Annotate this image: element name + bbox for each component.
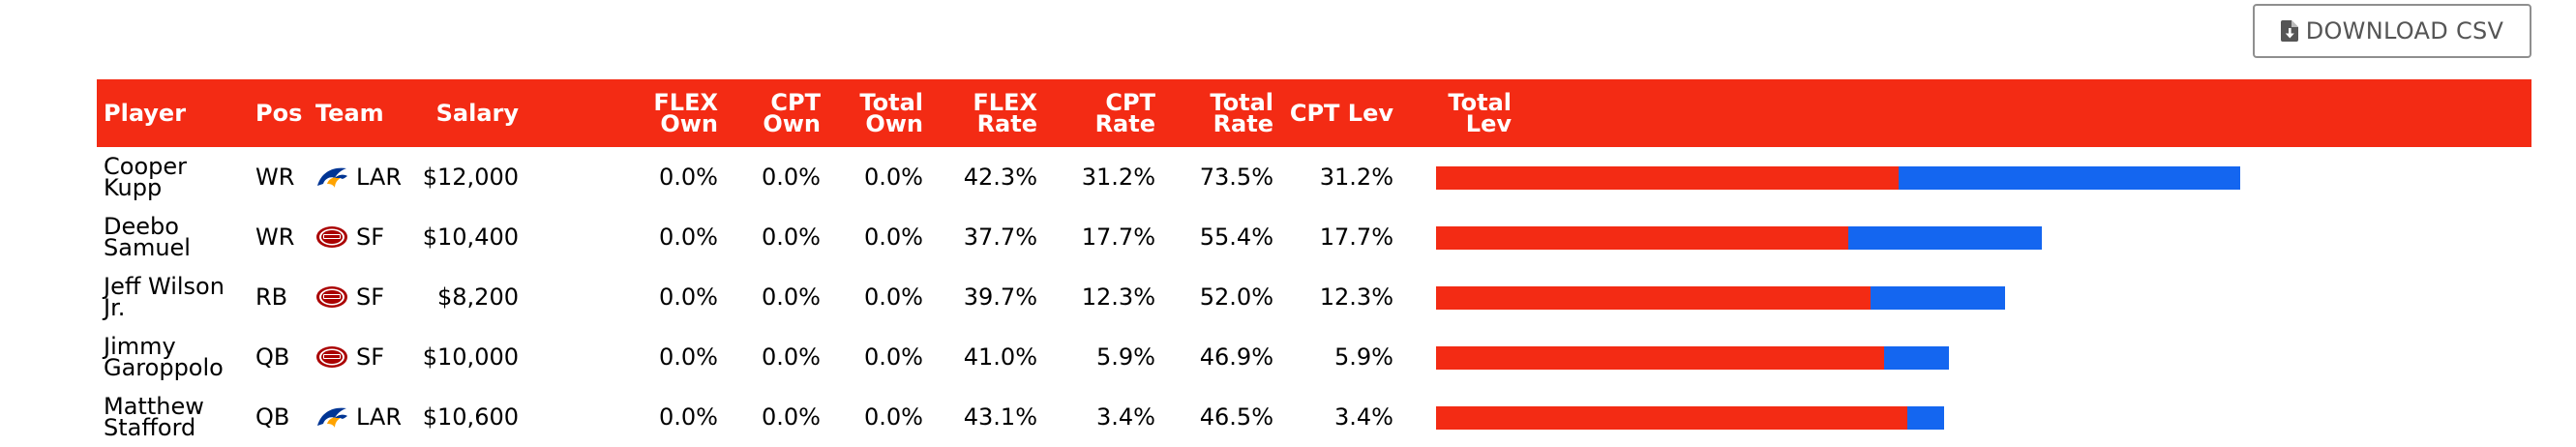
total-rate-cell: 46.5% (1199, 403, 1273, 431)
position-cell: WR (255, 164, 295, 191)
position-cell: QB (255, 343, 290, 371)
cpt-lev-cell: 12.3% (1319, 283, 1393, 311)
total-own-cell: 0.0% (864, 283, 923, 311)
column-header-total-rate[interactable]: Total Rate (1210, 89, 1273, 137)
download-csv-button[interactable]: DOWNLOAD CSV (2253, 4, 2531, 58)
column-header-player[interactable]: Player (104, 100, 187, 127)
download-csv-label: DOWNLOAD CSV (2305, 17, 2504, 45)
cpt-rate-cell: 31.2% (1081, 164, 1155, 191)
cpt-lev-cell: 5.9% (1334, 343, 1393, 371)
rams-logo-icon (317, 407, 347, 428)
file-download-icon (2280, 20, 2298, 42)
total-own-cell: 0.0% (864, 224, 923, 251)
table-row: Matthew Stafford QB LAR $10,600 0.0% 0.0… (97, 387, 2531, 447)
49ers-logo-icon (316, 346, 347, 368)
column-header-pos[interactable]: Pos (255, 100, 303, 127)
table-row: Jimmy Garoppolo QB SF $10,000 0.0% 0.0% … (97, 327, 2531, 387)
cpt-rate-bar (1898, 166, 2240, 190)
column-header-cpt-own[interactable]: CPT Own (763, 89, 821, 137)
flex-own-cell: 0.0% (659, 283, 718, 311)
flex-rate-bar (1436, 166, 1899, 190)
cpt-own-cell: 0.0% (762, 343, 821, 371)
team-cell: LAR (315, 387, 402, 447)
column-header-cpt-lev[interactable]: CPT Lev (1289, 100, 1393, 127)
49ers-logo-icon (316, 226, 347, 248)
position-cell: WR (255, 224, 295, 251)
cpt-lev-cell: 31.2% (1319, 164, 1393, 191)
flex-rate-bar (1436, 226, 1848, 250)
team-cell: SF (315, 207, 384, 267)
cpt-own-cell: 0.0% (762, 224, 821, 251)
projections-table: Player Pos Team Salary FLEX Own CPT Own To… (97, 79, 2531, 447)
team-cell: SF (315, 327, 384, 387)
team-abbr: SF (356, 283, 385, 311)
flex-own-cell: 0.0% (659, 224, 718, 251)
player-name[interactable]: Matthew Stafford (104, 393, 204, 441)
table-row: Jeff Wilson Jr. RB SF $8,200 0.0% 0.0% 0… (97, 267, 2531, 327)
team-abbr: LAR (356, 164, 403, 191)
flex-rate-bar (1436, 406, 1908, 430)
rams-logo-icon (317, 167, 347, 188)
table-row: Deebo Samuel WR SF $10,400 0.0% 0.0% 0.0… (97, 207, 2531, 267)
cpt-rate-cell: 12.3% (1081, 283, 1155, 311)
cpt-lev-cell: 3.4% (1334, 403, 1393, 431)
column-header-team[interactable]: Team (315, 100, 384, 127)
flex-rate-cell: 43.1% (963, 403, 1037, 431)
flex-rate-cell: 41.0% (963, 343, 1037, 371)
flex-own-cell: 0.0% (659, 343, 718, 371)
team-cell: SF (315, 267, 384, 327)
team-cell: LAR (315, 147, 402, 207)
cpt-lev-cell: 17.7% (1319, 224, 1393, 251)
column-header-total-own[interactable]: Total Own (859, 89, 923, 137)
position-cell: RB (255, 283, 288, 311)
column-header-total-lev[interactable]: Total Lev (1448, 89, 1512, 137)
team-abbr: LAR (356, 403, 403, 431)
total-own-cell: 0.0% (864, 343, 923, 371)
team-abbr: SF (356, 343, 385, 371)
total-own-cell: 0.0% (864, 403, 923, 431)
cpt-own-cell: 0.0% (762, 283, 821, 311)
cpt-rate-bar (1907, 406, 1945, 430)
table-body: Cooper Kupp WR LAR $12,000 0.0% 0.0% 0.0… (97, 147, 2531, 447)
column-header-salary[interactable]: Salary (435, 100, 519, 127)
player-name[interactable]: Cooper Kupp (104, 153, 187, 201)
flex-rate-bar (1436, 346, 1885, 370)
team-abbr: SF (356, 224, 385, 251)
cpt-rate-cell: 5.9% (1096, 343, 1155, 371)
table-row: Cooper Kupp WR LAR $12,000 0.0% 0.0% 0.0… (97, 147, 2531, 207)
cpt-rate-bar (1884, 346, 1949, 370)
cpt-own-cell: 0.0% (762, 403, 821, 431)
total-rate-cell: 55.4% (1199, 224, 1273, 251)
column-header-cpt-rate[interactable]: CPT Rate (1094, 89, 1155, 137)
cpt-own-cell: 0.0% (762, 164, 821, 191)
player-name[interactable]: Jimmy Garoppolo (104, 333, 224, 381)
position-cell: QB (255, 403, 290, 431)
cpt-rate-bar (1870, 286, 2005, 310)
flex-own-cell: 0.0% (659, 164, 718, 191)
column-header-flex-own[interactable]: FLEX Own (653, 89, 718, 137)
49ers-logo-icon (316, 286, 347, 308)
flex-rate-cell: 39.7% (963, 283, 1037, 311)
flex-rate-cell: 37.7% (963, 224, 1037, 251)
flex-rate-cell: 42.3% (963, 164, 1037, 191)
total-rate-cell: 46.9% (1199, 343, 1273, 371)
player-name[interactable]: Deebo Samuel (104, 213, 191, 261)
total-rate-cell: 73.5% (1199, 164, 1273, 191)
cpt-rate-bar (1848, 226, 2042, 250)
cpt-rate-cell: 3.4% (1096, 403, 1155, 431)
flex-own-cell: 0.0% (659, 403, 718, 431)
salary-cell: $10,000 (422, 343, 519, 371)
cpt-rate-cell: 17.7% (1081, 224, 1155, 251)
total-rate-cell: 52.0% (1199, 283, 1273, 311)
player-name[interactable]: Jeff Wilson Jr. (104, 273, 225, 321)
column-header-flex-rate[interactable]: FLEX Rate (973, 89, 1037, 137)
salary-cell: $8,200 (437, 283, 519, 311)
salary-cell: $10,400 (422, 224, 519, 251)
salary-cell: $12,000 (422, 164, 519, 191)
table-header: Player Pos Team Salary FLEX Own CPT Own To… (97, 79, 2531, 147)
salary-cell: $10,600 (422, 403, 519, 431)
total-own-cell: 0.0% (864, 164, 923, 191)
flex-rate-bar (1436, 286, 1871, 310)
